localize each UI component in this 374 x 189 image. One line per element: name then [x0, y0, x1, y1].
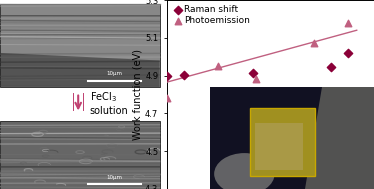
Raman shift	[164, 74, 170, 77]
Raman shift	[345, 51, 351, 54]
Legend: Raman shift, Photoemission: Raman shift, Photoemission	[173, 5, 251, 26]
Bar	[0, 4, 160, 87]
FancyArrowPatch shape	[76, 95, 81, 108]
Photoemission	[310, 42, 316, 45]
Polygon shape	[0, 53, 160, 87]
Bar	[255, 123, 303, 170]
Text: FeCl$_3$
solution: FeCl$_3$ solution	[90, 90, 128, 116]
Photoemission	[254, 78, 260, 81]
Photoemission	[215, 65, 221, 68]
Polygon shape	[305, 87, 374, 189]
Photoemission	[345, 21, 351, 24]
Y-axis label: Work function (eV): Work function (eV)	[132, 49, 142, 140]
Text: 10µm: 10µm	[106, 174, 122, 180]
Raman shift	[328, 66, 334, 69]
Photoemission	[164, 97, 170, 100]
Raman shift	[181, 73, 187, 76]
Ellipse shape	[214, 153, 275, 189]
Bar	[249, 108, 315, 176]
Text: 10µm: 10µm	[106, 71, 122, 76]
Bar	[0, 121, 160, 189]
Bar	[210, 87, 374, 189]
Raman shift	[250, 71, 256, 74]
